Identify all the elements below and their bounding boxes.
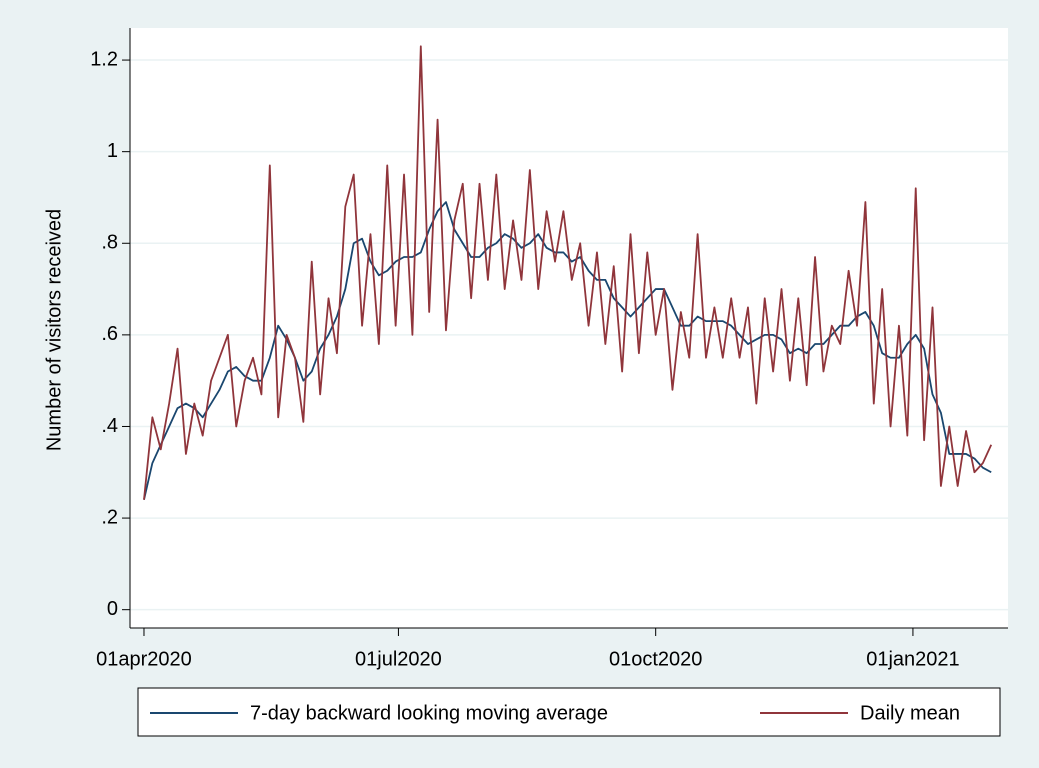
y-tick-label: .8	[101, 232, 118, 254]
y-tick-label: 0	[107, 598, 118, 620]
y-tick-label: .2	[101, 506, 118, 528]
legend	[137, 687, 1001, 737]
series-line	[143, 45, 993, 500]
x-tick-label: 01oct2020	[609, 648, 702, 670]
legend-label: Daily mean	[860, 702, 960, 724]
x-tick-label: 01jan2021	[866, 648, 959, 670]
series-line	[143, 201, 992, 500]
y-tick-label: .4	[101, 415, 118, 437]
y-tick-label: 1	[107, 140, 118, 162]
y-axis-title: Number of visitors received	[43, 209, 65, 451]
legend-label: 7-day backward looking moving average	[250, 702, 608, 724]
plot-area	[130, 28, 1008, 628]
y-tick-label: .6	[101, 323, 118, 345]
y-tick-label: 1.2	[90, 48, 118, 70]
x-tick-label: 01apr2020	[96, 648, 192, 670]
x-tick-label: 01jul2020	[355, 648, 442, 670]
